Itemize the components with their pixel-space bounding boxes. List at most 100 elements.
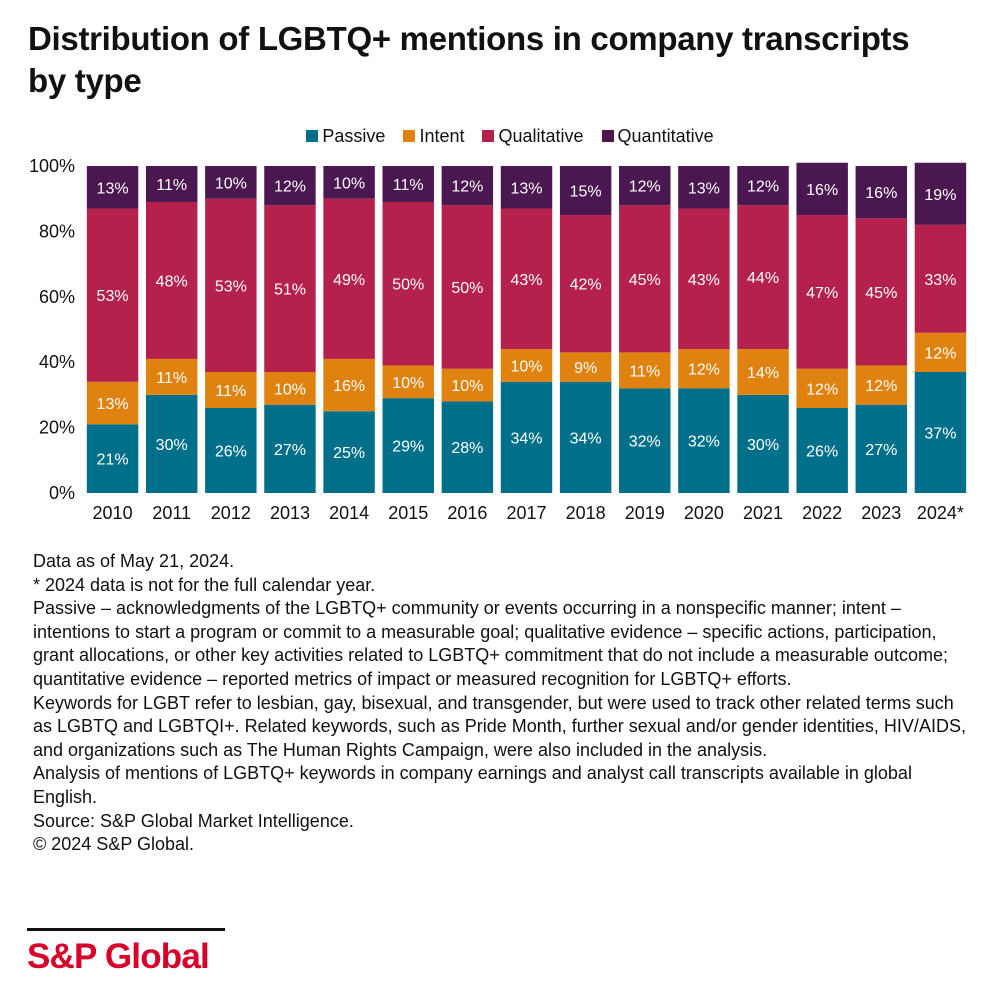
data-label-quantitative: 15%: [570, 184, 602, 201]
legend-item-intent: Intent: [403, 125, 464, 147]
data-label-quantitative: 13%: [97, 180, 129, 197]
data-label-quantitative: 16%: [865, 185, 897, 202]
data-label-qualitative: 45%: [865, 285, 897, 302]
bar-segment-quantitative: [205, 166, 257, 199]
data-label-quantitative: 19%: [924, 187, 956, 204]
x-tick-label: 2018: [566, 503, 606, 523]
data-label-qualitative: 47%: [806, 285, 838, 302]
x-tick-label: 2021: [743, 503, 783, 523]
x-tick-label: 2016: [447, 503, 487, 523]
y-tick-label: 100%: [29, 156, 75, 176]
data-label-quantitative: 12%: [274, 179, 306, 196]
legend-swatch-intent: [403, 130, 416, 142]
data-label-intent: 16%: [333, 378, 365, 395]
bar-segment-quantitative: [796, 162, 848, 216]
data-label-intent: 12%: [924, 345, 956, 362]
data-label-quantitative: 10%: [333, 175, 365, 192]
data-label-qualitative: 53%: [97, 288, 129, 305]
bar-segment-intent: [205, 372, 257, 408]
y-tick-label: 40%: [39, 352, 75, 372]
bar-segment-intent: [441, 368, 494, 402]
bar-segment-intent: [619, 352, 671, 389]
bar-segment-passive: [737, 394, 789, 493]
data-label-intent: 11%: [215, 383, 246, 400]
bar-segment-quantitative: [323, 166, 375, 199]
note-keywords: Keywords for LGBT refer to lesbian, gay,…: [33, 692, 966, 760]
data-label-quantitative: 10%: [215, 175, 247, 192]
data-label-quantitative: 11%: [393, 177, 424, 194]
brand-wordmark: S&P Global: [27, 937, 210, 976]
data-label-intent: 10%: [451, 378, 483, 395]
data-label-qualitative: 45%: [629, 272, 661, 289]
legend-label-qualitative: Qualitative: [498, 125, 584, 146]
data-label-passive: 26%: [806, 443, 838, 460]
data-label-passive: 28%: [451, 440, 483, 457]
data-label-intent: 10%: [392, 375, 424, 392]
bar-segment-qualitative: [205, 198, 257, 373]
legend-item-passive: Passive: [306, 125, 385, 147]
bar-segment-passive: [619, 388, 671, 493]
bar-segment-intent: [559, 352, 612, 382]
data-label-quantitative: 12%: [451, 179, 483, 196]
data-label-qualitative: 53%: [215, 278, 247, 295]
y-tick-label: 60%: [39, 287, 75, 307]
bar-segment-intent: [145, 358, 198, 395]
bar-segment-passive: [678, 388, 730, 493]
data-label-qualitative: 43%: [510, 272, 542, 289]
bar-segment-intent: [914, 332, 967, 373]
data-label-intent: 11%: [156, 370, 187, 387]
data-label-qualitative: 48%: [156, 273, 188, 290]
data-label-intent: 12%: [688, 362, 720, 379]
data-label-passive: 29%: [392, 439, 424, 456]
bar-segment-quantitative: [855, 166, 908, 219]
data-label-passive: 27%: [274, 442, 306, 459]
legend-swatch-qualitative: [482, 130, 495, 142]
data-label-passive: 32%: [629, 434, 661, 451]
data-label-quantitative: 13%: [510, 180, 542, 197]
bar-segment-passive: [382, 398, 434, 493]
x-tick-label: 2024*: [917, 503, 964, 523]
brand-rule: [27, 928, 225, 931]
note-analysis: Analysis of mentions of LGBTQ+ keywords …: [33, 763, 912, 807]
data-label-qualitative: 50%: [451, 280, 483, 297]
data-label-passive: 37%: [924, 426, 956, 443]
note-data-date: Data as of May 21, 2024.: [33, 551, 235, 571]
data-label-intent: 13%: [97, 396, 129, 413]
data-label-passive: 25%: [333, 445, 365, 462]
bar-segment-quantitative: [737, 166, 789, 206]
data-label-quantitative: 11%: [156, 177, 187, 194]
data-label-passive: 34%: [510, 430, 542, 447]
data-label-intent: 10%: [274, 381, 306, 398]
y-tick-label: 80%: [39, 221, 75, 241]
y-tick-label: 0%: [49, 483, 75, 503]
bar-segment-passive: [914, 372, 967, 493]
data-label-passive: 26%: [215, 443, 247, 460]
data-label-qualitative: 51%: [274, 282, 306, 299]
bar-segment-qualitative: [855, 218, 908, 366]
data-label-qualitative: 42%: [570, 277, 602, 294]
x-tick-label: 2014: [329, 503, 369, 523]
bar-segment-qualitative: [323, 198, 375, 359]
bar-segment-passive: [145, 394, 198, 493]
x-tick-label: 2013: [270, 503, 310, 523]
bar-segment-passive: [264, 404, 316, 493]
x-tick-label: 2017: [506, 503, 546, 523]
bar-segment-passive: [323, 411, 375, 493]
bar-segment-quantitative: [441, 166, 494, 206]
data-label-intent: 12%: [806, 381, 838, 398]
bar-segment-intent: [86, 381, 139, 425]
chart-title: Distribution of LGBTQ+ mentions in compa…: [28, 20, 910, 99]
x-tick-label: 2022: [802, 503, 842, 523]
bar-segment-quantitative: [914, 162, 967, 225]
bar-segment-intent: [323, 358, 375, 412]
data-label-quantitative: 12%: [629, 179, 661, 196]
bar-segment-qualitative: [796, 215, 848, 369]
data-label-quantitative: 16%: [806, 182, 838, 199]
legend-item-qualitative: Qualitative: [482, 125, 584, 147]
bar-segment-quantitative: [500, 166, 553, 209]
bar-segment-quantitative: [619, 166, 671, 206]
note-2024-partial: * 2024 data is not for the full calendar…: [33, 574, 376, 595]
bar-segment-quantitative: [382, 166, 434, 202]
bar-segment-qualitative: [86, 208, 139, 382]
bar-segment-passive: [500, 381, 553, 493]
